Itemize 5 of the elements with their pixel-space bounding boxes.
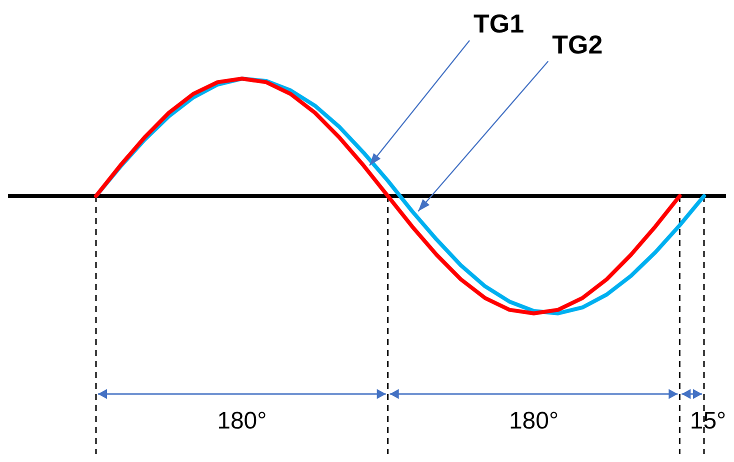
text: TG2 — [552, 29, 603, 60]
text: 180° — [217, 408, 267, 435]
text: 15° — [690, 408, 726, 435]
text: TG1 — [474, 8, 524, 39]
text: 180° — [508, 408, 559, 435]
